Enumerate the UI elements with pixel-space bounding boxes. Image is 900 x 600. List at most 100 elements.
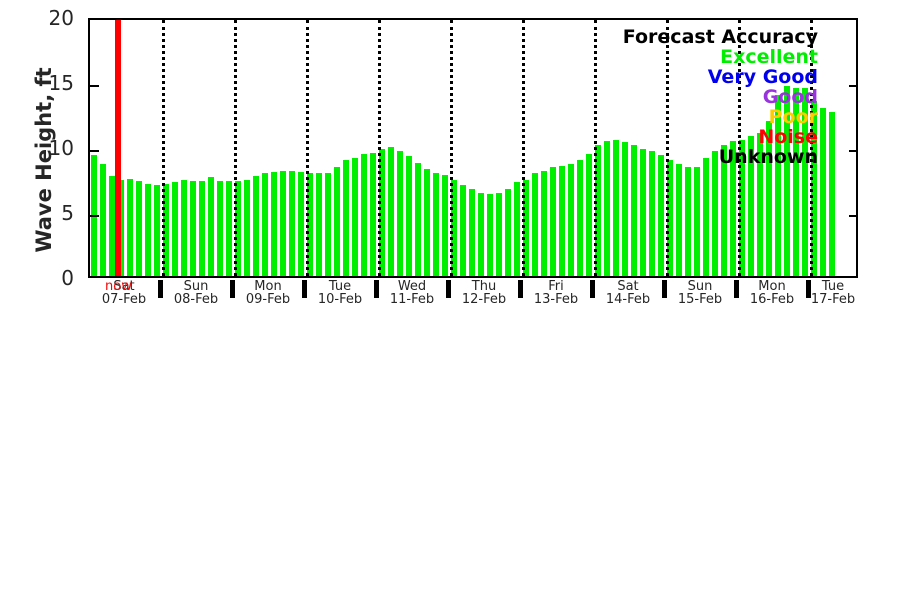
bar xyxy=(108,175,116,276)
day-separator xyxy=(662,280,667,298)
bar xyxy=(756,133,764,276)
bar xyxy=(531,173,539,276)
day-date: 13-Feb xyxy=(533,292,579,307)
day-date: 08-Feb xyxy=(173,292,219,307)
bar xyxy=(270,172,278,276)
bar xyxy=(351,157,359,276)
day-date: 09-Feb xyxy=(245,292,291,307)
bar xyxy=(666,160,674,276)
bar xyxy=(207,177,215,276)
y-tick-label: 15 xyxy=(48,71,74,95)
bar xyxy=(99,164,107,276)
y-axis-tick-right xyxy=(849,85,858,87)
y-axis-tick xyxy=(90,85,99,87)
bar xyxy=(648,151,656,276)
bar xyxy=(342,160,350,276)
y-axis-tick-right xyxy=(849,150,858,152)
day-separator xyxy=(518,280,523,298)
bar xyxy=(252,175,260,276)
bar xyxy=(369,152,377,276)
x-axis-day-label: Wed 11-Feb xyxy=(376,280,448,306)
bar xyxy=(216,181,224,276)
bar xyxy=(747,135,755,276)
bar xyxy=(450,179,458,276)
now-marker-label: now xyxy=(105,279,132,294)
x-axis-day-label: Tue 17-Feb xyxy=(808,280,858,306)
bar xyxy=(441,174,449,276)
x-axis-day-label: Fri 13-Feb xyxy=(520,280,592,306)
bar xyxy=(198,181,206,276)
bar xyxy=(396,151,404,276)
day-gridline xyxy=(594,20,597,276)
bar xyxy=(171,182,179,276)
bar xyxy=(414,162,422,276)
bar xyxy=(819,108,827,276)
day-of-week: Fri xyxy=(548,279,564,294)
x-axis-day-label: Sun 08-Feb xyxy=(160,280,232,306)
bar xyxy=(504,188,512,276)
x-axis-day-label: Thu 12-Feb xyxy=(448,280,520,306)
bars-layer xyxy=(90,20,856,276)
bar xyxy=(576,160,584,276)
bar xyxy=(306,173,314,276)
day-separator xyxy=(374,280,379,298)
day-of-week: Tue xyxy=(821,279,845,294)
bar xyxy=(729,140,737,276)
bar xyxy=(801,87,809,276)
day-of-week: Sat xyxy=(113,279,135,294)
bar xyxy=(135,181,143,276)
bar xyxy=(684,166,692,276)
day-separator xyxy=(158,280,163,298)
day-date: 10-Feb xyxy=(317,292,363,307)
bar xyxy=(432,173,440,276)
day-date: 11-Feb xyxy=(389,292,435,307)
x-axis-day-label: Mon 09-Feb xyxy=(232,280,304,306)
y-tick-label: 0 xyxy=(61,266,74,290)
bar xyxy=(225,181,233,276)
bar xyxy=(405,156,413,276)
bar xyxy=(144,183,152,276)
bar xyxy=(153,185,161,276)
y-tick-label: 20 xyxy=(48,6,74,30)
bar xyxy=(387,147,395,276)
x-axis-day-label: Tue 10-Feb xyxy=(304,280,376,306)
day-gridline xyxy=(234,20,237,276)
bar xyxy=(594,144,602,276)
plot-area xyxy=(88,18,858,278)
day-separator xyxy=(446,280,451,298)
bar xyxy=(297,172,305,276)
bar xyxy=(333,166,341,276)
bar xyxy=(423,169,431,276)
day-of-week: Wed xyxy=(397,279,427,294)
day-date: 12-Feb xyxy=(461,292,507,307)
bar xyxy=(792,87,800,276)
bar xyxy=(315,173,323,276)
bar xyxy=(639,148,647,276)
day-separator xyxy=(590,280,595,298)
bar xyxy=(720,144,728,276)
bar xyxy=(603,140,611,276)
day-gridline xyxy=(810,20,813,276)
bar xyxy=(162,183,170,276)
day-gridline xyxy=(522,20,525,276)
day-date: 15-Feb xyxy=(677,292,723,307)
day-gridline xyxy=(666,20,669,276)
x-axis-day-label: Sun 15-Feb xyxy=(664,280,736,306)
bar xyxy=(477,192,485,276)
bar xyxy=(711,151,719,276)
day-of-week: Thu xyxy=(471,279,497,294)
bar xyxy=(621,142,629,276)
day-date: 17-Feb xyxy=(810,292,856,307)
bar xyxy=(630,144,638,276)
bar xyxy=(243,179,251,276)
bar xyxy=(567,164,575,276)
x-axis-day-label: Sat 14-Feb xyxy=(592,280,664,306)
day-separator xyxy=(230,280,235,298)
bar xyxy=(486,194,494,276)
bar xyxy=(612,139,620,276)
bar xyxy=(288,170,296,276)
bar xyxy=(765,121,773,276)
bar xyxy=(180,179,188,276)
